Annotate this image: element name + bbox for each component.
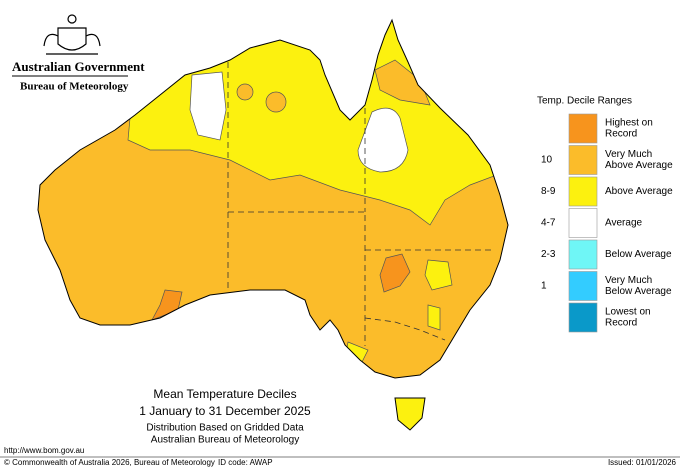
region — [265, 91, 287, 113]
caption-note: Distribution Based on Gridded Data — [146, 423, 304, 434]
legend-label: Lowest on — [605, 307, 651, 318]
legend-label: Above Average — [605, 186, 673, 197]
legend-label: Below Average — [605, 249, 672, 260]
legend-label: Record — [605, 129, 637, 140]
legend-label: Highest on — [605, 118, 653, 129]
legend-range: 8-9 — [541, 186, 556, 197]
region — [236, 83, 254, 101]
legend-title: Temp. Decile Ranges — [537, 96, 632, 107]
legend-range: 4-7 — [541, 218, 556, 229]
agency: Bureau of Meteorology — [20, 81, 129, 93]
state-border — [228, 211, 366, 346]
region — [374, 59, 431, 106]
state-border — [364, 317, 446, 341]
government: Australian Government — [12, 59, 145, 74]
footer-id: ID code: AWAP — [218, 458, 273, 467]
legend-label: Very Much — [605, 275, 652, 286]
caption-source: Australian Bureau of Meteorology — [151, 435, 299, 446]
coat-of-arms — [43, 14, 101, 55]
legend-range: 1 — [541, 281, 547, 292]
legend-swatch — [568, 271, 598, 301]
legend-swatch — [568, 145, 598, 175]
legend-swatch — [568, 302, 598, 333]
caption-period: 1 January to 31 December 2025 — [139, 404, 311, 418]
legend-swatch — [568, 239, 598, 270]
legend-label: Below Average — [605, 286, 672, 297]
region — [189, 71, 227, 141]
legend-swatch — [568, 113, 598, 144]
region — [357, 107, 409, 173]
region — [427, 304, 441, 331]
legend-swatch — [568, 208, 598, 238]
region — [379, 253, 411, 293]
footer-issued: Issued: 01/01/2026 — [608, 458, 677, 467]
legend-range: 10 — [541, 155, 553, 166]
legend-swatch — [568, 176, 598, 207]
legend-range: 2-3 — [541, 249, 556, 260]
footer-copyright: © Commonwealth of Australia 2026, Bureau… — [4, 458, 215, 467]
tasmania — [394, 397, 426, 431]
legend-label: Record — [605, 318, 637, 329]
coastline — [37, 18, 509, 379]
legend-label: Above Average — [605, 160, 673, 171]
legend-label: Average — [605, 218, 643, 229]
caption-title: Mean Temperature Deciles — [153, 387, 296, 401]
legend-label: Very Much — [605, 149, 652, 160]
footer-url: http://www.bom.gov.au — [4, 446, 84, 455]
region — [424, 259, 453, 291]
